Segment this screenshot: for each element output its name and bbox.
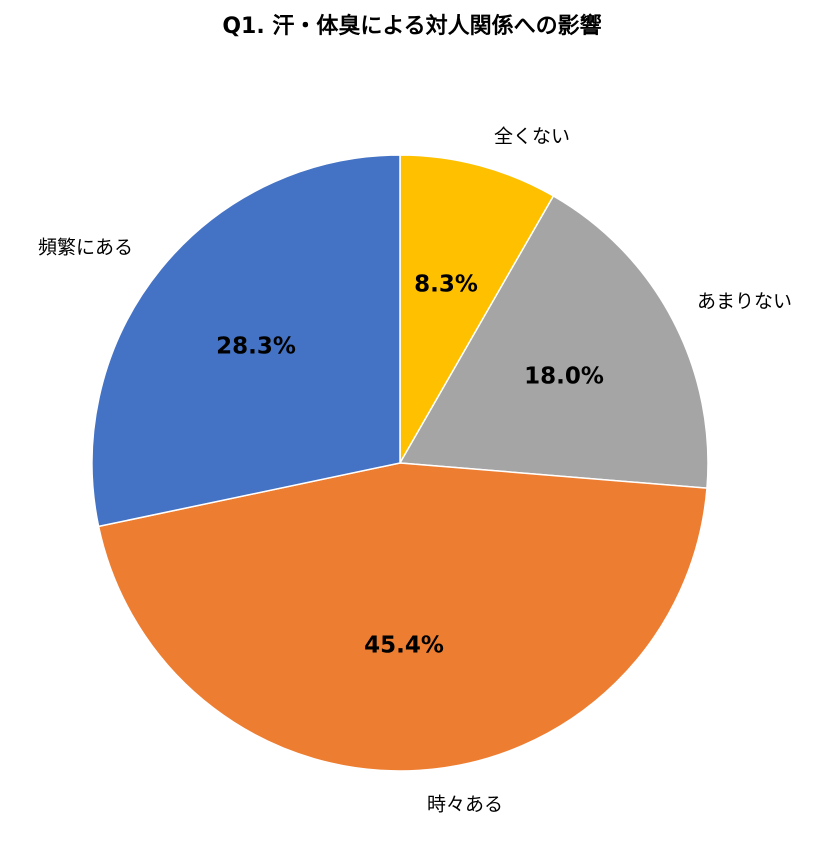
pie-value-label-1: 8.3%: [414, 272, 478, 298]
pie-value-label-2: 18.0%: [524, 364, 604, 390]
pie-slice-4: [91, 154, 401, 528]
pie-category-label-1: 全くない: [494, 126, 570, 148]
pie-slice-1: [399, 154, 555, 466]
pie-value-label-4: 28.3%: [216, 334, 296, 360]
pie-slice-2: [398, 194, 709, 489]
pie-category-label-2: あまりない: [697, 291, 792, 313]
pie-slices: [91, 154, 709, 772]
pie-category-label-4: 頻繁にある: [38, 237, 133, 259]
chart-title: Q1. 汗・体臭による対人関係への影響: [222, 13, 601, 39]
pie-slice-3: [97, 462, 708, 772]
pie-category-label-3: 時々ある: [427, 794, 503, 816]
pie-value-label-3: 45.4%: [364, 633, 444, 659]
pie-value-labels: 8.3% 18.0% 45.4% 28.3%: [216, 272, 604, 659]
